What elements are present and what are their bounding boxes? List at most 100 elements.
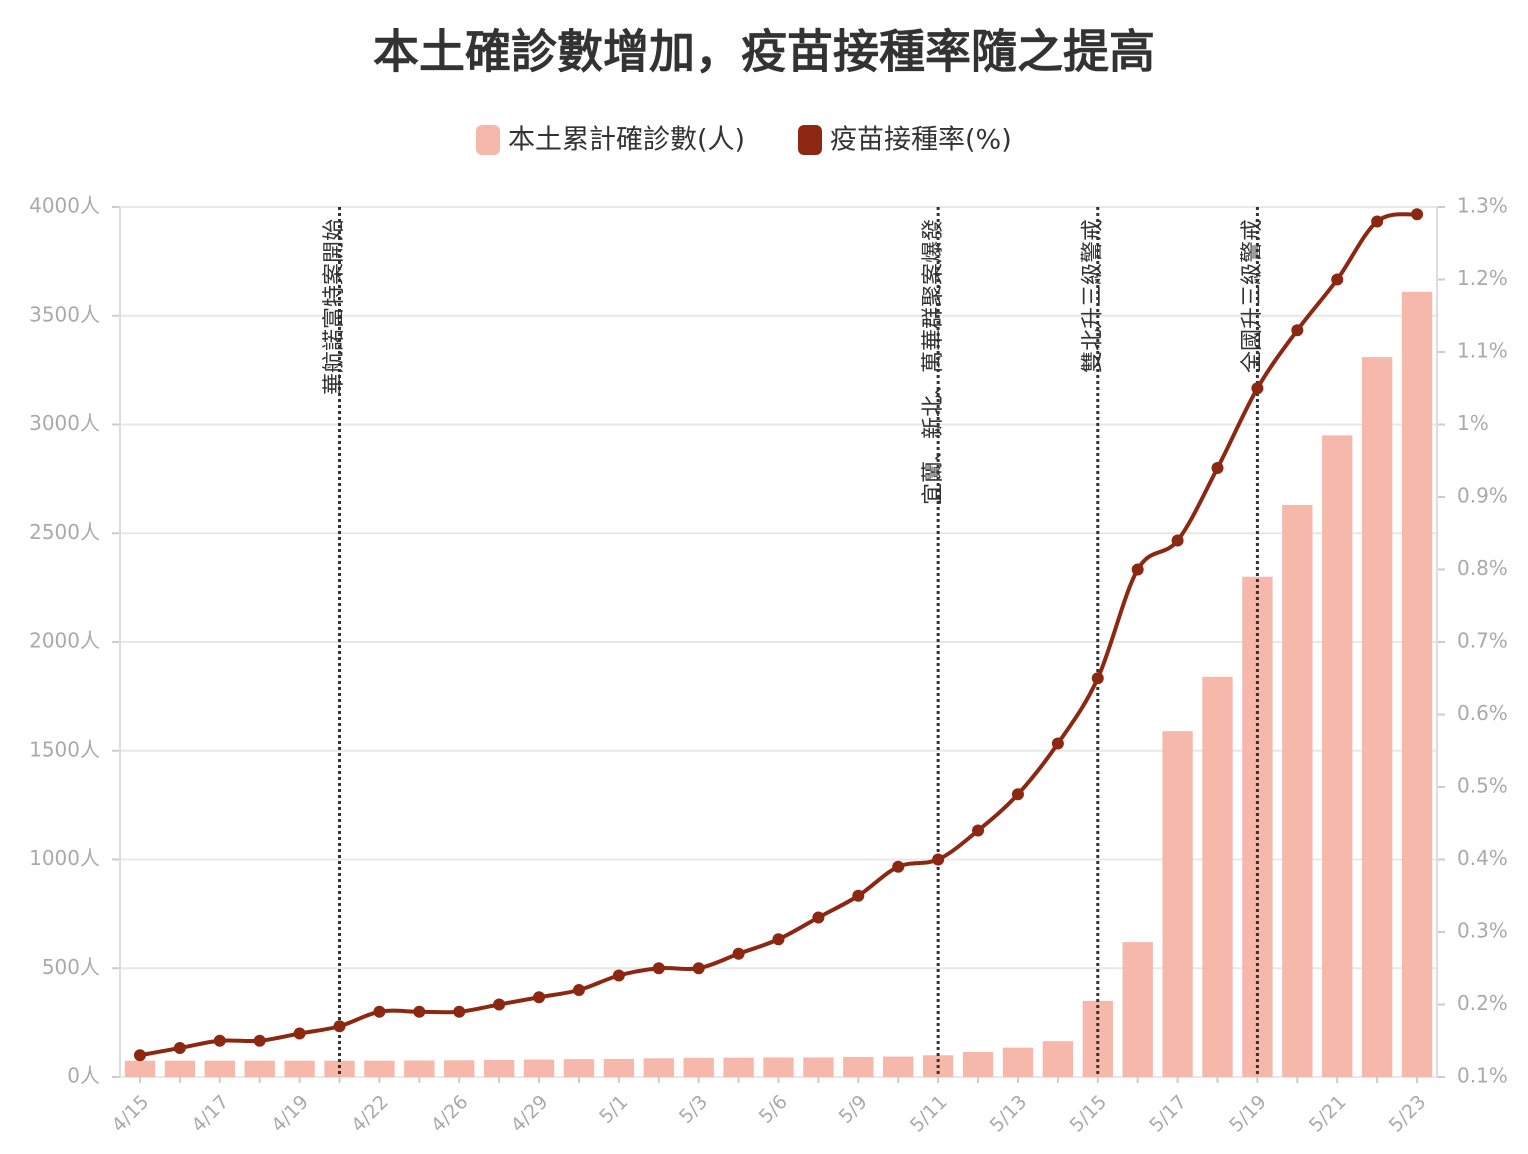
x-tick-label: 4/17 xyxy=(187,1091,233,1137)
point xyxy=(173,1042,186,1054)
bar xyxy=(1202,676,1233,1077)
point xyxy=(1091,672,1104,685)
bar xyxy=(1162,731,1193,1077)
y2-tick-label: 0.3% xyxy=(1457,919,1508,943)
bar xyxy=(164,1060,196,1077)
point xyxy=(133,1049,146,1062)
point xyxy=(373,1005,386,1018)
point xyxy=(932,853,945,866)
point xyxy=(333,1020,346,1033)
point xyxy=(1051,737,1064,750)
point xyxy=(972,824,985,837)
y2-tick-label: 0.2% xyxy=(1457,991,1508,1015)
point xyxy=(1171,534,1184,547)
bar xyxy=(364,1060,395,1077)
x-tick-label: 4/15 xyxy=(108,1091,154,1137)
point xyxy=(1411,208,1424,221)
point xyxy=(692,962,705,975)
bar xyxy=(523,1059,555,1077)
y2-tick-label: 0.9% xyxy=(1457,484,1508,508)
x-tick-label: 5/13 xyxy=(986,1091,1032,1137)
annotation-label: 宜蘭、新北、萬華群聚案爆發 xyxy=(921,219,946,505)
y2-tick-label: 1% xyxy=(1457,411,1489,435)
bar xyxy=(883,1056,914,1077)
bar xyxy=(843,1056,874,1077)
point xyxy=(892,860,905,873)
point xyxy=(1131,563,1144,576)
x-tick-label: 5/9 xyxy=(835,1091,872,1128)
y-tick-label: 3000人 xyxy=(29,411,100,435)
point xyxy=(253,1034,266,1047)
y2-tick-label: 0.6% xyxy=(1457,701,1508,725)
bar xyxy=(563,1059,595,1077)
y2-tick-label: 0.1% xyxy=(1457,1064,1508,1088)
point xyxy=(213,1034,226,1047)
bar xyxy=(284,1060,315,1077)
point xyxy=(1291,324,1304,337)
legend-label: 疫苗接種率(%) xyxy=(830,125,1012,156)
point xyxy=(572,984,585,996)
y-tick-label: 500人 xyxy=(42,955,100,979)
point xyxy=(533,991,546,1004)
point xyxy=(1331,273,1344,286)
bar xyxy=(1401,291,1433,1077)
point xyxy=(812,911,825,924)
bar xyxy=(603,1058,635,1077)
point xyxy=(772,933,785,946)
y-tick-label: 3500人 xyxy=(29,302,100,326)
bar xyxy=(1361,357,1393,1077)
bar xyxy=(404,1060,435,1077)
y-tick-label: 2500人 xyxy=(29,520,100,544)
y-tick-label: 1500人 xyxy=(29,737,100,761)
point xyxy=(493,998,506,1011)
bar xyxy=(124,1060,156,1077)
bar xyxy=(1122,942,1153,1077)
chart-title: 本土確診數增加，疫苗接種率隨之提高 xyxy=(373,25,1155,79)
y-tick-label: 2000人 xyxy=(29,629,100,653)
bar xyxy=(763,1057,794,1077)
x-tick-label: 4/29 xyxy=(507,1091,553,1137)
x-tick-label: 5/11 xyxy=(906,1091,952,1137)
annotation-label: 全國升三級警戒 xyxy=(1240,219,1265,373)
point xyxy=(1371,215,1384,228)
x-tick-label: 5/15 xyxy=(1065,1091,1111,1137)
bar xyxy=(244,1060,275,1077)
bar xyxy=(803,1057,834,1077)
x-tick-label: 4/22 xyxy=(347,1091,393,1137)
x-tick-label: 5/23 xyxy=(1385,1091,1431,1137)
bar xyxy=(483,1060,515,1077)
bar xyxy=(324,1060,355,1077)
bar xyxy=(643,1058,674,1077)
y2-tick-label: 1.1% xyxy=(1457,339,1508,363)
bar xyxy=(1322,435,1353,1077)
bar xyxy=(683,1057,714,1077)
bar xyxy=(204,1060,235,1077)
point xyxy=(293,1027,306,1040)
y2-tick-label: 0.7% xyxy=(1457,629,1508,653)
y2-tick-label: 0.8% xyxy=(1457,556,1508,580)
legend-swatch xyxy=(476,125,500,155)
point xyxy=(413,1005,426,1018)
point xyxy=(1251,382,1264,395)
y-tick-label: 4000人 xyxy=(29,194,100,218)
point xyxy=(852,889,865,902)
point xyxy=(612,969,625,982)
y2-tick-label: 1.2% xyxy=(1457,266,1508,290)
y2-tick-label: 1.3% xyxy=(1457,194,1508,218)
x-tick-label: 5/3 xyxy=(675,1091,712,1128)
x-tick-label: 5/19 xyxy=(1225,1091,1271,1137)
x-tick-label: 5/1 xyxy=(595,1091,632,1128)
legend-label: 本土累計確診數(人) xyxy=(508,125,745,156)
annotation-label: 雙北升三級警戒 xyxy=(1080,219,1105,373)
point xyxy=(652,962,665,975)
annotation-label: 華航諾富特案開始 xyxy=(322,219,347,395)
legend-swatch xyxy=(798,125,822,155)
point xyxy=(1011,788,1024,801)
bar xyxy=(1002,1047,1034,1077)
x-tick-label: 4/19 xyxy=(267,1091,313,1137)
bar xyxy=(962,1051,994,1077)
bar xyxy=(723,1057,754,1077)
y2-tick-label: 0.4% xyxy=(1457,846,1508,870)
x-tick-label: 4/26 xyxy=(427,1091,473,1137)
